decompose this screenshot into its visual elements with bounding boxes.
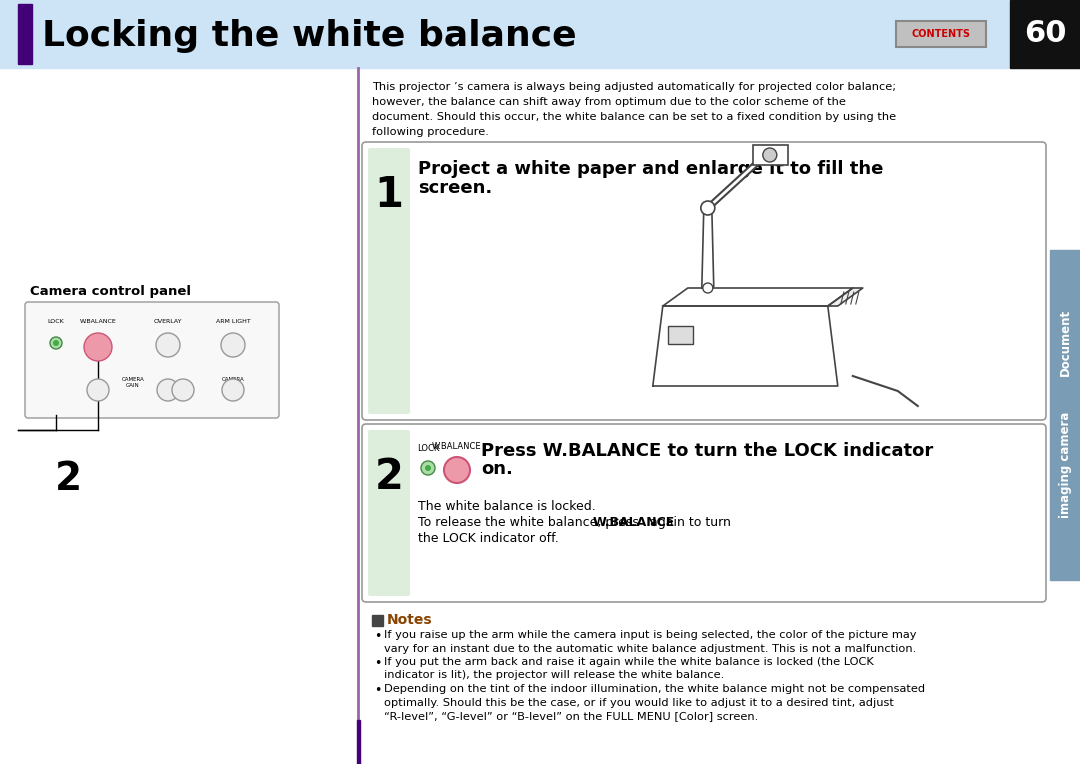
Text: on.: on.	[481, 460, 513, 478]
Text: W.BALANCE: W.BALANCE	[432, 442, 482, 451]
Text: document. Should this occur, the white balance can be set to a fixed condition b: document. Should this occur, the white b…	[372, 112, 896, 122]
Text: 2: 2	[375, 456, 404, 498]
Text: Locking the white balance: Locking the white balance	[42, 19, 577, 53]
Text: again to turn: again to turn	[646, 516, 730, 529]
Polygon shape	[702, 208, 714, 288]
Text: “R-level”, “G-level” or “B-level” on the FULL MENU [Color] screen.: “R-level”, “G-level” or “B-level” on the…	[384, 711, 758, 721]
Text: If you put the arm back and raise it again while the white balance is locked (th: If you put the arm back and raise it aga…	[384, 657, 874, 667]
Circle shape	[157, 379, 179, 401]
Text: the LOCK indicator off.: the LOCK indicator off.	[418, 532, 558, 545]
Polygon shape	[827, 288, 863, 306]
Text: This projector ’s camera is always being adjusted automatically for projected co: This projector ’s camera is always being…	[372, 82, 896, 92]
Circle shape	[172, 379, 194, 401]
Text: following procedure.: following procedure.	[372, 127, 489, 137]
Text: however, the balance can shift away from optimum due to the color scheme of the: however, the balance can shift away from…	[372, 97, 846, 107]
Circle shape	[703, 283, 713, 293]
Bar	[18, 4, 32, 64]
Text: CAMERA: CAMERA	[221, 377, 244, 382]
Circle shape	[444, 457, 470, 483]
Text: vary for an instant due to the automatic white balance adjustment. This is not a: vary for an instant due to the automatic…	[384, 643, 916, 653]
Text: optimally. Should this be the case, or if you would like to adjust it to a desir: optimally. Should this be the case, or i…	[384, 698, 894, 707]
Bar	[1050, 250, 1080, 580]
Text: Project a white paper and enlarge it to fill the: Project a white paper and enlarge it to …	[418, 160, 883, 178]
Circle shape	[761, 147, 773, 159]
Text: If you raise up the arm while the camera input is being selected, the color of t: If you raise up the arm while the camera…	[384, 630, 917, 640]
FancyBboxPatch shape	[368, 148, 410, 414]
Text: Camera control panel: Camera control panel	[30, 285, 191, 298]
FancyBboxPatch shape	[25, 302, 279, 418]
Text: •: •	[374, 630, 381, 643]
Text: •: •	[374, 657, 381, 670]
Text: 1: 1	[375, 174, 404, 216]
Bar	[1010, 0, 1080, 68]
Text: LOCK: LOCK	[417, 444, 440, 453]
Text: CAMERA
GAIN: CAMERA GAIN	[122, 377, 145, 388]
Text: LOCK: LOCK	[48, 319, 65, 324]
Text: Document: Document	[1058, 309, 1071, 376]
Text: OVERLAY: OVERLAY	[153, 319, 183, 324]
Text: 2: 2	[55, 460, 82, 498]
Circle shape	[426, 465, 431, 471]
Text: Press W.BALANCE to turn the LOCK indicator: Press W.BALANCE to turn the LOCK indicat…	[481, 442, 933, 460]
Text: Notes: Notes	[387, 613, 433, 627]
Bar	[753, 145, 787, 165]
Text: CONTENTS: CONTENTS	[912, 29, 971, 39]
Circle shape	[221, 333, 245, 357]
FancyBboxPatch shape	[368, 430, 410, 596]
Text: W.BALANCE: W.BALANCE	[80, 319, 117, 324]
Circle shape	[53, 340, 59, 346]
Bar	[357, 720, 360, 764]
Text: ARM LIGHT: ARM LIGHT	[216, 319, 251, 324]
Text: To release the white balance, press: To release the white balance, press	[418, 516, 643, 529]
Text: screen.: screen.	[418, 179, 492, 197]
FancyBboxPatch shape	[896, 21, 986, 47]
Bar	[372, 615, 383, 626]
Circle shape	[156, 333, 180, 357]
Text: W.BALANCE: W.BALANCE	[593, 516, 675, 529]
Circle shape	[84, 333, 112, 361]
Text: imaging camera: imaging camera	[1058, 411, 1071, 518]
Text: Depending on the tint of the indoor illumination, the white balance might not be: Depending on the tint of the indoor illu…	[384, 684, 926, 694]
FancyBboxPatch shape	[362, 142, 1047, 420]
Circle shape	[87, 379, 109, 401]
Circle shape	[701, 201, 715, 215]
Circle shape	[50, 337, 62, 349]
Text: •: •	[374, 684, 381, 697]
Circle shape	[222, 379, 244, 401]
Text: indicator is lit), the projector will release the white balance.: indicator is lit), the projector will re…	[384, 671, 725, 681]
Circle shape	[421, 461, 435, 475]
Text: The white balance is locked.: The white balance is locked.	[418, 500, 596, 513]
Circle shape	[762, 148, 777, 162]
Polygon shape	[652, 306, 838, 386]
Bar	[370, 150, 408, 412]
Text: 60: 60	[1024, 20, 1066, 48]
FancyBboxPatch shape	[362, 424, 1047, 602]
Bar	[667, 326, 692, 344]
Polygon shape	[663, 288, 853, 306]
Bar	[0, 0, 1080, 68]
